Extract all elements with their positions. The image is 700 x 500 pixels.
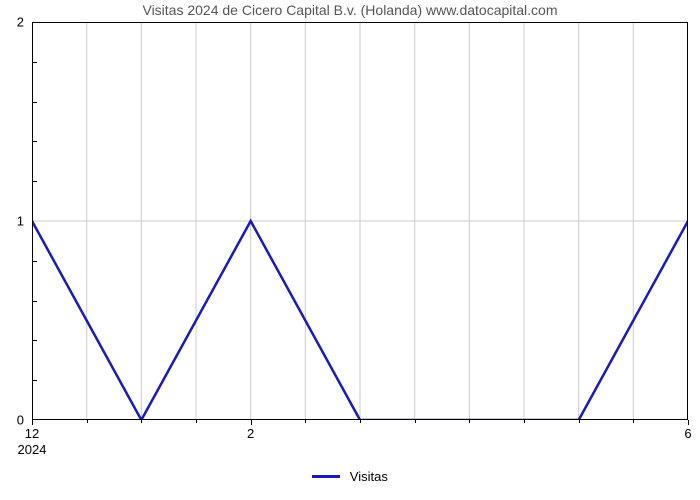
x-minor-tick <box>524 420 525 423</box>
x-secondary-label: 2024 <box>18 442 47 457</box>
chart-title: Visitas 2024 de Cicero Capital B.v. (Hol… <box>0 2 700 18</box>
x-minor-tick <box>469 420 470 423</box>
gridlines <box>32 22 688 420</box>
y-tick-label: 2 <box>0 15 24 30</box>
x-minor-tick <box>415 420 416 423</box>
y-tick-label: 1 <box>0 214 24 229</box>
y-minor-tick <box>33 181 37 182</box>
plot-svg <box>32 22 688 420</box>
y-minor-tick <box>33 340 37 341</box>
x-minor-tick <box>305 420 306 423</box>
x-minor-tick <box>579 420 580 423</box>
x-minor-tick <box>633 420 634 423</box>
y-minor-tick <box>33 301 37 302</box>
chart-figure: Visitas 2024 de Cicero Capital B.v. (Hol… <box>0 0 700 500</box>
y-minor-tick <box>33 141 37 142</box>
plot-area <box>32 22 688 420</box>
legend: Visitas <box>0 468 700 484</box>
x-major-tick <box>688 420 689 425</box>
y-minor-tick <box>33 62 37 63</box>
x-tick-label: 12 <box>25 426 39 441</box>
y-minor-tick <box>33 380 37 381</box>
x-tick-label: 6 <box>684 426 691 441</box>
x-minor-tick <box>196 420 197 423</box>
legend-swatch <box>312 475 340 478</box>
y-minor-tick <box>33 102 37 103</box>
x-major-tick <box>251 420 252 425</box>
x-minor-tick <box>360 420 361 423</box>
legend-label: Visitas <box>350 469 388 484</box>
x-major-tick <box>32 420 33 425</box>
y-minor-tick <box>33 261 37 262</box>
x-minor-tick <box>141 420 142 423</box>
y-tick-label: 0 <box>0 413 24 428</box>
x-tick-label: 2 <box>247 426 254 441</box>
x-minor-tick <box>87 420 88 423</box>
